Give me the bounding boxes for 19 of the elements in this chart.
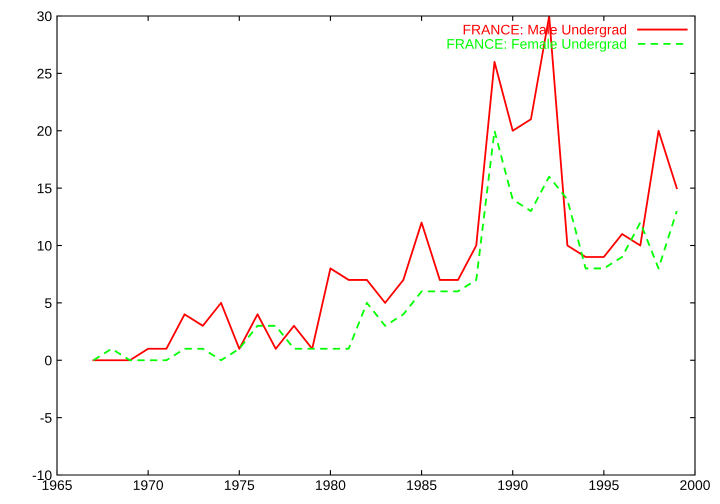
line-series (92, 130, 678, 362)
y-tick-label: -5 (40, 413, 52, 423)
x-tick-label: 1995 (589, 480, 619, 490)
x-tick-label: 1975 (224, 480, 254, 490)
x-tick-label: 1985 (407, 480, 436, 490)
y-tick-label: 30 (37, 11, 52, 22)
y-tick-label: -10 (32, 470, 52, 480)
x-tick-label: 2000 (680, 480, 710, 490)
x-tick-label: 1990 (498, 480, 528, 490)
y-tick-label: 10 (38, 240, 52, 251)
x-tick-label: 1965 (42, 480, 72, 490)
line-series (92, 16, 678, 362)
y-tick-label: 15 (38, 184, 52, 194)
x-tick-label: 1980 (316, 480, 346, 490)
x-tick-label: 1970 (134, 480, 164, 490)
y-tick-label: 20 (37, 126, 52, 136)
y-tick-label: 5 (44, 298, 52, 308)
y-tick-label: 0 (44, 356, 52, 366)
y-tick-label: 25 (37, 68, 52, 79)
